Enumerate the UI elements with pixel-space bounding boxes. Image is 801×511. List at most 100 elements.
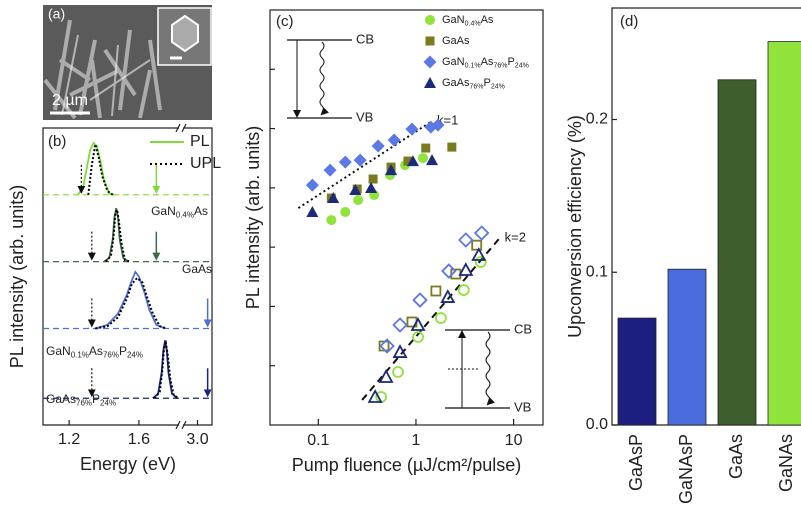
- nanowires: [43, 19, 162, 120]
- x-axis-label: Pump fluence (µJ/cm²/pulse): [292, 455, 521, 475]
- pl-curve: [95, 270, 166, 330]
- point: [421, 143, 431, 153]
- point: [410, 317, 426, 331]
- point: [378, 369, 394, 383]
- x-tick-label: GaAs: [726, 434, 746, 479]
- point: [371, 139, 385, 153]
- x-tick-label: GaNAs: [776, 434, 796, 492]
- plot-frame: [269, 9, 544, 426]
- y-axis-label: Upconversion efficiency (%): [565, 115, 585, 338]
- subscript: 0.4%: [465, 20, 481, 27]
- legend-label: UPL: [190, 155, 221, 172]
- point: [387, 133, 401, 147]
- point: [447, 142, 457, 152]
- panel-label: (b): [48, 133, 66, 150]
- text-part: P: [119, 344, 127, 358]
- legend-label: GaAs: [442, 35, 470, 47]
- point: [340, 207, 351, 218]
- subscript: 0.1%: [71, 351, 89, 360]
- panel-label: (d): [620, 13, 638, 30]
- point: [338, 155, 352, 169]
- text-part: P: [507, 56, 514, 68]
- point: [441, 263, 457, 279]
- pl-curve: [103, 208, 129, 263]
- point: [412, 292, 428, 308]
- point: [385, 164, 398, 176]
- text-part: GaAs: [182, 262, 212, 276]
- sample-label: GaAs: [182, 262, 212, 276]
- point: [471, 239, 483, 251]
- point: [406, 155, 419, 167]
- point: [474, 256, 487, 268]
- x-tick-label: 1.6: [128, 431, 150, 448]
- y-tick-label: 0.2: [586, 111, 608, 128]
- bar: [767, 41, 801, 426]
- text-part: As: [481, 56, 494, 68]
- band-label: CB: [514, 321, 532, 336]
- point: [306, 206, 319, 218]
- text-part: GaAs: [442, 77, 470, 89]
- bar: [667, 268, 707, 426]
- point: [471, 247, 487, 261]
- fit-line: [297, 120, 433, 209]
- legend-marker: [425, 15, 435, 25]
- point: [392, 344, 408, 358]
- legend-label: GaN0.4%As: [442, 14, 494, 27]
- text-part: GaAs: [46, 392, 76, 406]
- x-tick-label: 3.0: [186, 431, 208, 448]
- point: [349, 184, 362, 196]
- x-axis-label: Energy (eV): [80, 454, 176, 474]
- point: [353, 195, 364, 206]
- point: [367, 389, 383, 403]
- x-tick-label: GaNAsP: [676, 434, 696, 504]
- point: [426, 154, 439, 166]
- point: [412, 331, 424, 343]
- sample-label: GaN0.1%As76%P24%: [46, 344, 143, 360]
- band-label: VB: [356, 109, 373, 124]
- subscript: 76%: [76, 399, 92, 408]
- upl-curve: [95, 276, 168, 330]
- y-axis-label: PL intensity (arb. units): [7, 185, 27, 368]
- point: [326, 215, 337, 226]
- sample-label: GaN0.4%As: [151, 204, 208, 220]
- point: [392, 366, 404, 378]
- point: [458, 232, 474, 248]
- point: [353, 153, 367, 167]
- text-part: GaAs: [442, 35, 470, 47]
- subscript: 0.4%: [176, 211, 194, 220]
- axis-frame: [611, 7, 801, 426]
- subscript: 76%: [470, 83, 484, 90]
- panel-label: (c): [276, 13, 294, 30]
- point: [417, 153, 428, 164]
- point: [392, 317, 408, 333]
- text-part: As: [89, 344, 103, 358]
- sem-image: (a) 2 µm: [43, 5, 212, 120]
- point: [379, 338, 395, 354]
- emission-wave: [319, 41, 330, 116]
- text-part: As: [481, 14, 494, 26]
- nanowires-bright: [61, 34, 151, 117]
- x-tick-label: 1.2: [58, 431, 80, 448]
- legend-label: GaN0.1%As76%P24%: [442, 56, 529, 69]
- point: [305, 178, 319, 192]
- upl-curve: [87, 144, 114, 196]
- point: [473, 225, 490, 241]
- point: [405, 122, 419, 136]
- legend-label: PL: [190, 133, 210, 150]
- point: [430, 285, 442, 297]
- text-part: GaN: [151, 204, 176, 218]
- point: [458, 262, 474, 276]
- subscript: 24%: [127, 351, 143, 360]
- text-part: P: [92, 392, 100, 406]
- fit-label: k=2: [505, 230, 526, 245]
- point: [403, 156, 413, 166]
- text-part: P: [484, 77, 491, 89]
- point: [327, 192, 340, 204]
- legend-marker: [425, 36, 435, 46]
- point: [431, 118, 445, 132]
- x-tick-label: 10: [505, 432, 523, 449]
- bar: [717, 79, 757, 426]
- axis-frame: [42, 127, 213, 426]
